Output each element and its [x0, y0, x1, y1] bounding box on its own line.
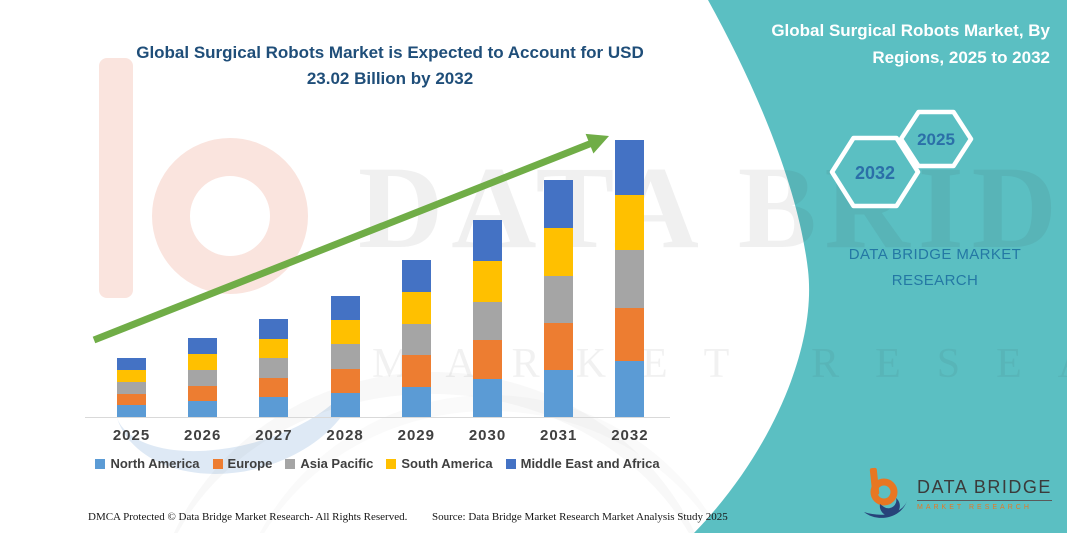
- bar-segment-2025-north-america: [117, 404, 146, 417]
- legend-swatch: [505, 458, 516, 469]
- chart-title: Global Surgical Robots Market is Expecte…: [115, 40, 665, 93]
- legend-swatch: [386, 458, 397, 469]
- x-tick-2031: 2031: [540, 427, 578, 444]
- databridge-logo-icon: [864, 467, 907, 518]
- legend-swatch: [212, 458, 223, 469]
- panel-title-line1: Global Surgical Robots Market, By: [771, 21, 1050, 40]
- bar-segment-2027-south-america: [259, 338, 289, 359]
- bar-segment-2026-north-america: [188, 401, 218, 417]
- panel-brand-text: DATA BRIDGE MARKET RESEARCH: [810, 242, 1060, 293]
- hexagon-2032-label: 2032: [855, 163, 895, 183]
- legend-item-north-america: North America: [95, 456, 200, 471]
- x-tick-2027: 2027: [255, 427, 293, 444]
- bar-segment-2032-south-america: [615, 195, 645, 251]
- panel-title: Global Surgical Robots Market, By Region…: [745, 17, 1050, 71]
- logo-divider: [917, 500, 1052, 501]
- x-tick-2025: 2025: [112, 427, 151, 444]
- bar-segment-2025-middle-east-and-africa: [117, 358, 146, 371]
- hexagon-2032: [829, 135, 921, 209]
- hexagon-2025-label: 2025: [917, 130, 955, 149]
- legend-label: Asia Pacific: [300, 456, 374, 471]
- teal-panel-shape: [694, 0, 1067, 533]
- hexagon-2025: [898, 109, 974, 169]
- bar-segment-2027-asia-pacific: [259, 358, 289, 378]
- legend-label: North America: [110, 456, 200, 471]
- logo-name-text: DATA BRIDGE: [917, 477, 1052, 497]
- chart-title-line1: Global Surgical Robots Market is Expecte…: [136, 43, 644, 62]
- x-axis-line: [85, 417, 670, 418]
- legend-label: South America: [401, 456, 493, 471]
- bar-segment-2029-europe: [401, 354, 431, 387]
- footer-dmca-text: DMCA Protected © Data Bridge Market Rese…: [88, 511, 408, 523]
- bar-segment-2032-europe: [615, 307, 645, 362]
- logo-tagline-text: MARKET RESEARCH: [917, 504, 1032, 511]
- bar-segment-2026-asia-pacific: [188, 369, 218, 386]
- panel-brand-line1: DATA BRIDGE MARKET: [848, 246, 1022, 263]
- x-tick-2032: 2032: [611, 427, 649, 444]
- chart-title-line2: 23.02 Billion by 2032: [306, 69, 474, 89]
- bar-segment-2032-asia-pacific: [615, 250, 645, 308]
- bar-segment-2026-europe: [188, 385, 218, 402]
- legend-item-south-america: South America: [386, 456, 493, 471]
- bar-segment-2025-asia-pacific: [117, 382, 146, 394]
- legend-item-asia-pacific: Asia Pacific: [285, 456, 373, 471]
- databridge-logo: DATA BRIDGE MARKET RESEARCH: [862, 466, 1052, 522]
- panel-brand-line2: RESEARCH: [891, 271, 979, 289]
- legend-swatch: [95, 458, 106, 469]
- footer-source-text: Source: Data Bridge Market Research Mark…: [432, 511, 728, 523]
- bar-segment-2031-north-america: [544, 370, 574, 417]
- bar-segment-2030-europe: [473, 340, 502, 380]
- legend-label: Middle East and Africa: [520, 456, 660, 471]
- bar-segment-2032-north-america: [615, 361, 645, 417]
- legend-item-europe: Europe: [212, 456, 273, 471]
- bar-segment-2026-south-america: [188, 353, 218, 370]
- bar-segment-2030-north-america: [473, 379, 502, 417]
- bar-segment-2032-middle-east-and-africa: [615, 140, 645, 196]
- chart-legend: North America Europe Asia Pacific South Ame…: [85, 456, 670, 471]
- bar-segment-2028-north-america: [330, 392, 360, 417]
- legend-swatch: [285, 458, 296, 469]
- x-tick-2029: 2029: [397, 427, 435, 444]
- bar-segment-2028-europe: [330, 368, 360, 393]
- bar-segment-2027-europe: [259, 377, 289, 398]
- x-tick-2028: 2028: [326, 427, 364, 444]
- bar-segment-2029-north-america: [401, 386, 431, 417]
- legend-label: Europe: [227, 456, 273, 471]
- x-tick-2030: 2030: [468, 427, 507, 444]
- x-tick-2026: 2026: [184, 427, 222, 444]
- bar-segment-2025-south-america: [117, 370, 146, 383]
- legend-item-middle-east-and-africa: Middle East and Africa: [505, 456, 660, 471]
- bar-segment-2027-north-america: [259, 397, 289, 417]
- bar-segment-2028-asia-pacific: [330, 344, 360, 369]
- bar-segment-2025-europe: [117, 393, 146, 405]
- panel-title-line2: Regions, 2025 to 2032: [872, 48, 1050, 68]
